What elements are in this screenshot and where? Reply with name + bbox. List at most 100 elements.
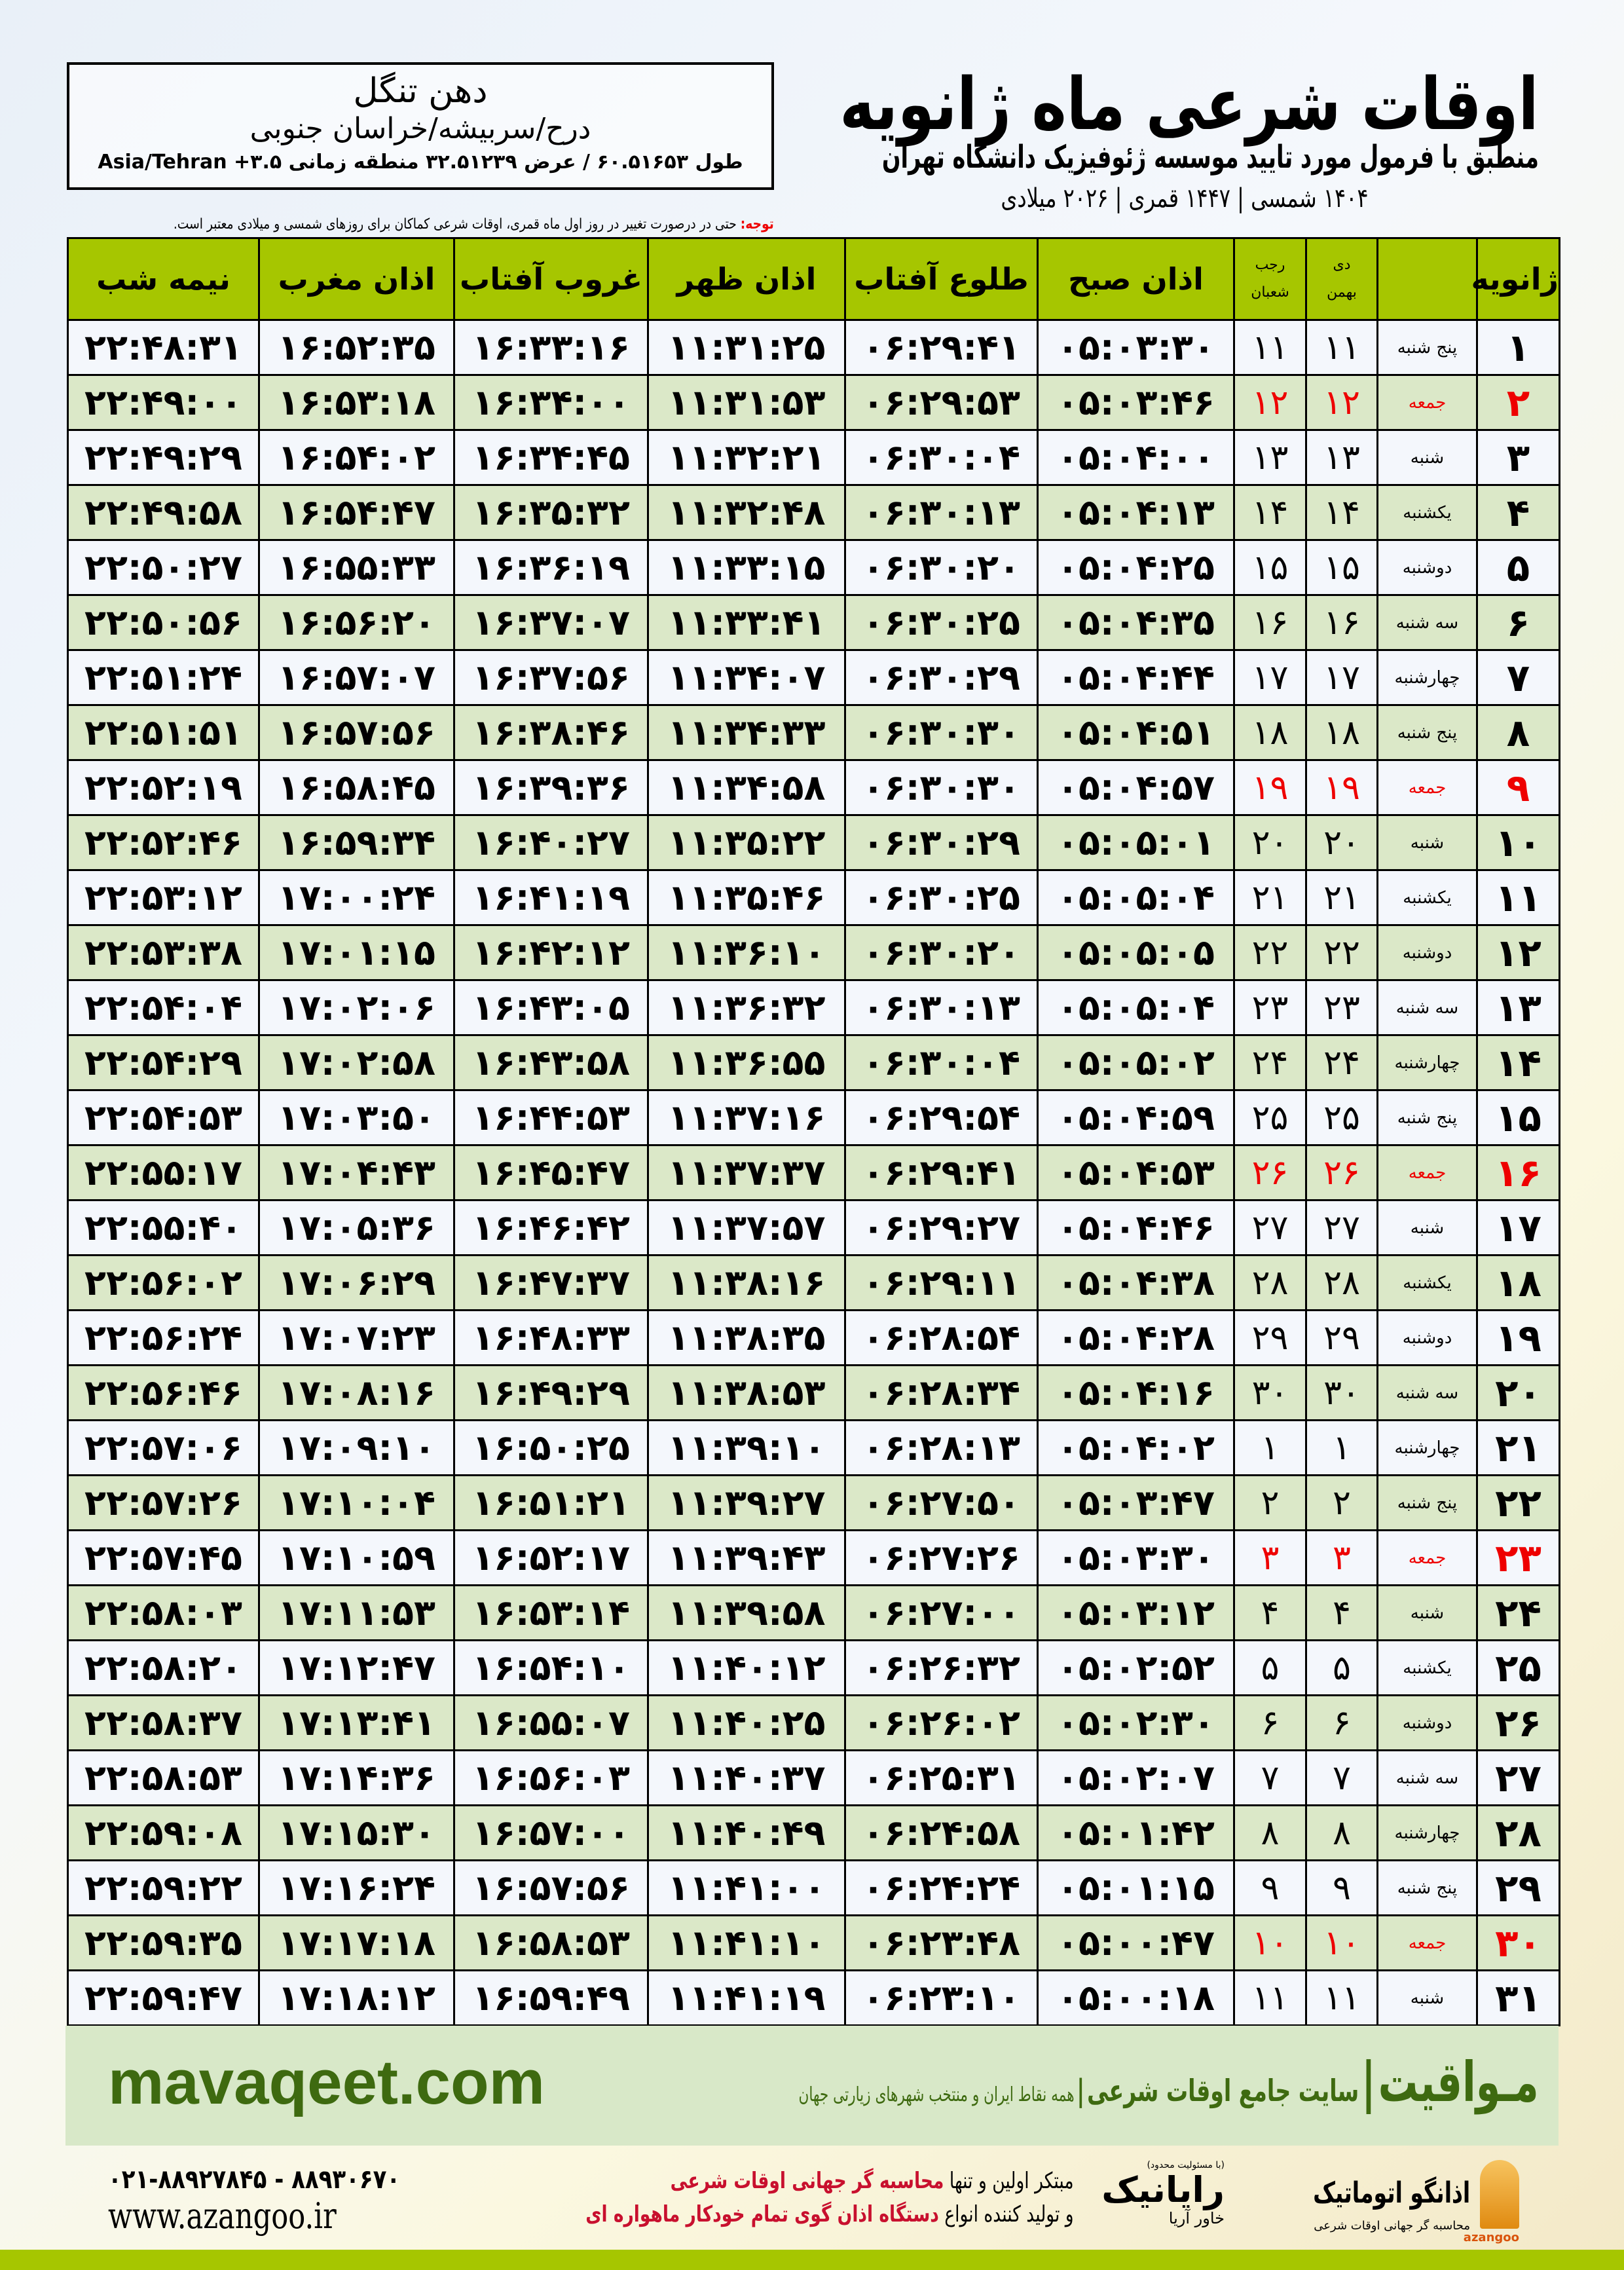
cell-nimeshab: ۲۲:۵۹:۲۲ <box>67 1859 260 1916</box>
cell-day: ۲۳ <box>1476 1529 1560 1586</box>
cell-weekday: شنبه <box>1376 814 1478 871</box>
cell-qamari: ۲۳ <box>1233 979 1307 1036</box>
cell-shamsi: ۶ <box>1305 1694 1378 1751</box>
cell-maghreb: ۱۷:۰۵:۳۶ <box>258 1199 455 1256</box>
cell-day: ۲۹ <box>1476 1859 1560 1916</box>
cell-maghreb: ۱۷:۱۰:۰۴ <box>258 1474 455 1531</box>
cell-zohr: ۱۱:۳۱:۲۵ <box>647 319 846 376</box>
cell-sobh: ۰۵:۰۵:۰۴ <box>1037 979 1235 1036</box>
cell-qamari: ۳۰ <box>1233 1364 1307 1421</box>
cell-ghorub: ۱۶:۴۴:۵۳ <box>453 1089 649 1146</box>
logo-latin: azangoo <box>1463 2231 1519 2244</box>
cell-weekday: چهارشنبه <box>1376 1419 1478 1476</box>
phone-numbers: ۰۲۱-۸۸۹۲۷۸۴۵ - ۸۸۹۳۰۶۷۰ <box>108 2165 401 2195</box>
cell-day: ۱۵ <box>1476 1089 1560 1146</box>
cell-tolu: ۰۶:۳۰:۳۰ <box>844 759 1039 816</box>
cell-day: ۱۰ <box>1476 814 1560 871</box>
table-row: ۱۲ دوشنبه ۲۲ ۲۲ ۰۵:۰۵:۰۵ ۰۶:۳۰:۲۰ ۱۱:۳۶:۱۰ ۱۶:۴… <box>67 924 1560 981</box>
tagline-sub: همه نقاط ایران و منتخب شهرهای زیارتی جها… <box>798 2083 1075 2106</box>
cell-weekday: سه شنبه <box>1376 1364 1478 1421</box>
note-label: توجه: <box>740 216 774 233</box>
cell-shamsi: ۷ <box>1305 1749 1378 1806</box>
table-row: ۲۴ شنبه ۴ ۴ ۰۵:۰۳:۱۲ ۰۶:۲۷:۰۰ ۱۱:۳۹:۵۸ ۱۶:۵۳:۱۴… <box>67 1584 1560 1641</box>
cell-nimeshab: ۲۲:۴۹:۲۹ <box>67 429 260 486</box>
cell-sobh: ۰۵:۰۴:۴۴ <box>1037 649 1235 706</box>
promo-line2: و تولید کننده انواع <box>939 2201 1074 2227</box>
table-row: ۱۰ شنبه ۲۰ ۲۰ ۰۵:۰۵:۰۱ ۰۶:۳۰:۲۹ ۱۱:۳۵:۲۲ ۱۶:۴۰:… <box>67 814 1560 871</box>
location-name: دهن تنگل <box>353 71 488 111</box>
cell-maghreb: ۱۷:۱۱:۵۳ <box>258 1584 455 1641</box>
cell-qamari: ۱ <box>1233 1419 1307 1476</box>
cell-weekday: چهارشنبه <box>1376 1034 1478 1091</box>
cell-ghorub: ۱۶:۳۴:۴۵ <box>453 429 649 486</box>
cell-day: ۲۵ <box>1476 1639 1560 1696</box>
cell-ghorub: ۱۶:۵۸:۵۳ <box>453 1914 649 1971</box>
cell-weekday: شنبه <box>1376 1584 1478 1641</box>
cell-ghorub: ۱۶:۳۶:۱۹ <box>453 539 649 596</box>
cell-maghreb: ۱۷:۰۳:۵۰ <box>258 1089 455 1146</box>
cell-qamari: ۲۶ <box>1233 1144 1307 1201</box>
cell-tolu: ۰۶:۲۳:۱۰ <box>844 1969 1039 2026</box>
cell-nimeshab: ۲۲:۵۶:۲۴ <box>67 1309 260 1366</box>
cell-qamari: ۵ <box>1233 1639 1307 1696</box>
cell-nimeshab: ۲۲:۵۸:۵۳ <box>67 1749 260 1806</box>
divider: | <box>1361 2050 1376 2114</box>
mavaqeet-banner <box>65 2026 1559 2146</box>
cell-zohr: ۱۱:۴۱:۱۹ <box>647 1969 846 2026</box>
location-coords: طول ۶۰.۵۱۶۵۳ / عرض ۳۲.۵۱۲۳۹ منطقه زمانی … <box>98 151 743 174</box>
col-qamari: رجب شعبان <box>1233 237 1307 321</box>
cell-nimeshab: ۲۲:۵۴:۰۴ <box>67 979 260 1036</box>
promo-line2-highlight: دستگاه اذان گوی تمام خودکار ماهواره ای <box>585 2201 940 2227</box>
cell-tolu: ۰۶:۳۰:۱۳ <box>844 979 1039 1036</box>
table-row: ۱۷ شنبه ۲۷ ۲۷ ۰۵:۰۴:۴۶ ۰۶:۲۹:۲۷ ۱۱:۳۷:۵۷ ۱۶:۴۶:… <box>67 1199 1560 1256</box>
cell-weekday: یکشنبه <box>1376 869 1478 926</box>
table-row: ۱۱ یکشنبه ۲۱ ۲۱ ۰۵:۰۵:۰۴ ۰۶:۳۰:۲۵ ۱۱:۳۵:۴۶ ۱۶:۴… <box>67 869 1560 926</box>
cell-weekday: دوشنبه <box>1376 1694 1478 1751</box>
cell-qamari: ۱۰ <box>1233 1914 1307 1971</box>
cell-tolu: ۰۶:۳۰:۰۴ <box>844 429 1039 486</box>
table-row: ۶ سه شنبه ۱۶ ۱۶ ۰۵:۰۴:۳۵ ۰۶:۳۰:۲۵ ۱۱:۳۳:۴۱ ۱۶:۳… <box>67 594 1560 651</box>
cell-sobh: ۰۵:۰۴:۵۹ <box>1037 1089 1235 1146</box>
cell-weekday: دوشنبه <box>1376 539 1478 596</box>
cell-tolu: ۰۶:۲۴:۵۸ <box>844 1804 1039 1861</box>
cell-day: ۱۹ <box>1476 1309 1560 1366</box>
cell-weekday: پنج شنبه <box>1376 319 1478 376</box>
cell-day: ۱ <box>1476 319 1560 376</box>
cell-sobh: ۰۵:۰۴:۳۵ <box>1037 594 1235 651</box>
cell-maghreb: ۱۶:۵۷:۰۷ <box>258 649 455 706</box>
azangoo-link[interactable]: www.azangoo.ir <box>108 2195 337 2237</box>
cell-qamari: ۲۵ <box>1233 1089 1307 1146</box>
cell-zohr: ۱۱:۳۹:۵۸ <box>647 1584 846 1641</box>
cell-shamsi: ۹ <box>1305 1859 1378 1916</box>
cell-qamari: ۱۷ <box>1233 649 1307 706</box>
cell-nimeshab: ۲۲:۵۳:۱۲ <box>67 869 260 926</box>
cell-tolu: ۰۶:۳۰:۲۵ <box>844 869 1039 926</box>
cell-sobh: ۰۵:۰۰:۴۷ <box>1037 1914 1235 1971</box>
cell-tolu: ۰۶:۳۰:۲۹ <box>844 649 1039 706</box>
cell-qamari: ۷ <box>1233 1749 1307 1806</box>
table-row: ۱۸ یکشنبه ۲۸ ۲۸ ۰۵:۰۴:۳۸ ۰۶:۲۹:۱۱ ۱۱:۳۸:۱۶ ۱۶:۴… <box>67 1254 1560 1311</box>
cell-weekday: پنج شنبه <box>1376 1859 1478 1916</box>
cell-qamari: ۹ <box>1233 1859 1307 1916</box>
cell-sobh: ۰۵:۰۴:۲۸ <box>1037 1309 1235 1366</box>
cell-sobh: ۰۵:۰۴:۰۲ <box>1037 1419 1235 1476</box>
table-row: ۲۵ یکشنبه ۵ ۵ ۰۵:۰۲:۵۲ ۰۶:۲۶:۳۲ ۱۱:۴۰:۱۲ ۱۶:۵۴:… <box>67 1639 1560 1696</box>
divider: | <box>1077 2073 1085 2108</box>
cell-shamsi: ۸ <box>1305 1804 1378 1861</box>
table-header: ژانویه دی بهمن رجب شعبان اذان صبح طلوع آفت… <box>67 237 1560 321</box>
cell-ghorub: ۱۶:۴۱:۱۹ <box>453 869 649 926</box>
cell-nimeshab: ۲۲:۵۶:۴۶ <box>67 1364 260 1421</box>
logo-note: (با مسئولیت محدود) <box>1147 2160 1225 2170</box>
cell-zohr: ۱۱:۳۳:۱۵ <box>647 539 846 596</box>
cell-sobh: ۰۵:۰۴:۴۶ <box>1037 1199 1235 1256</box>
cell-sobh: ۰۵:۰۳:۴۷ <box>1037 1474 1235 1531</box>
cell-nimeshab: ۲۲:۵۹:۳۵ <box>67 1914 260 1971</box>
cell-zohr: ۱۱:۳۳:۴۱ <box>647 594 846 651</box>
cell-maghreb: ۱۷:۰۲:۰۶ <box>258 979 455 1036</box>
cell-ghorub: ۱۶:۴۳:۰۵ <box>453 979 649 1036</box>
year-line: ۱۴۰۴ شمسی | ۱۴۴۷ قمری | ۲۰۲۶ میلادی <box>1001 183 1369 214</box>
bottom-bar <box>0 2250 1624 2270</box>
cell-tolu: ۰۶:۲۹:۵۳ <box>844 374 1039 431</box>
mavaqeet-link[interactable]: mavaqeet.com <box>108 2047 545 2117</box>
cell-day: ۲۶ <box>1476 1694 1560 1751</box>
